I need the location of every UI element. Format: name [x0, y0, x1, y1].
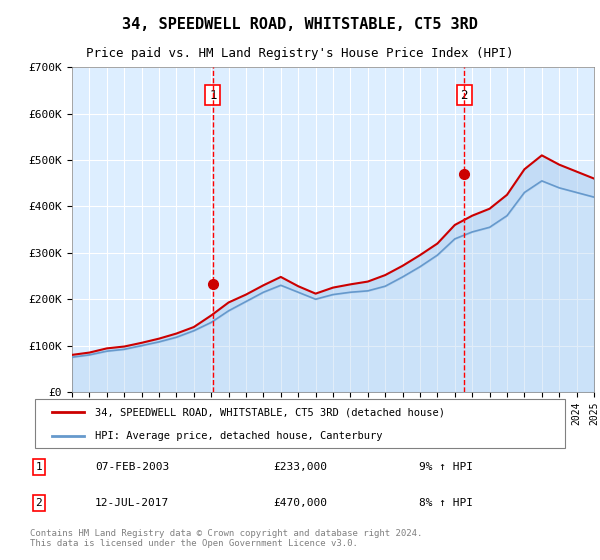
Text: 1: 1	[209, 88, 217, 101]
Text: £470,000: £470,000	[273, 498, 327, 508]
Text: 2: 2	[460, 88, 468, 101]
Text: 12-JUL-2017: 12-JUL-2017	[95, 498, 169, 508]
Text: 1: 1	[35, 462, 42, 472]
Text: 34, SPEEDWELL ROAD, WHITSTABLE, CT5 3RD (detached house): 34, SPEEDWELL ROAD, WHITSTABLE, CT5 3RD …	[95, 408, 445, 418]
Text: 8% ↑ HPI: 8% ↑ HPI	[419, 498, 473, 508]
Text: 34, SPEEDWELL ROAD, WHITSTABLE, CT5 3RD: 34, SPEEDWELL ROAD, WHITSTABLE, CT5 3RD	[122, 17, 478, 32]
Text: Price paid vs. HM Land Registry's House Price Index (HPI): Price paid vs. HM Land Registry's House …	[86, 47, 514, 60]
Text: 2: 2	[35, 498, 42, 508]
Text: £233,000: £233,000	[273, 462, 327, 472]
FancyBboxPatch shape	[35, 399, 565, 448]
Text: Contains HM Land Registry data © Crown copyright and database right 2024.
This d: Contains HM Land Registry data © Crown c…	[30, 529, 422, 548]
Text: 07-FEB-2003: 07-FEB-2003	[95, 462, 169, 472]
Text: HPI: Average price, detached house, Canterbury: HPI: Average price, detached house, Cant…	[95, 431, 382, 441]
Text: 9% ↑ HPI: 9% ↑ HPI	[419, 462, 473, 472]
